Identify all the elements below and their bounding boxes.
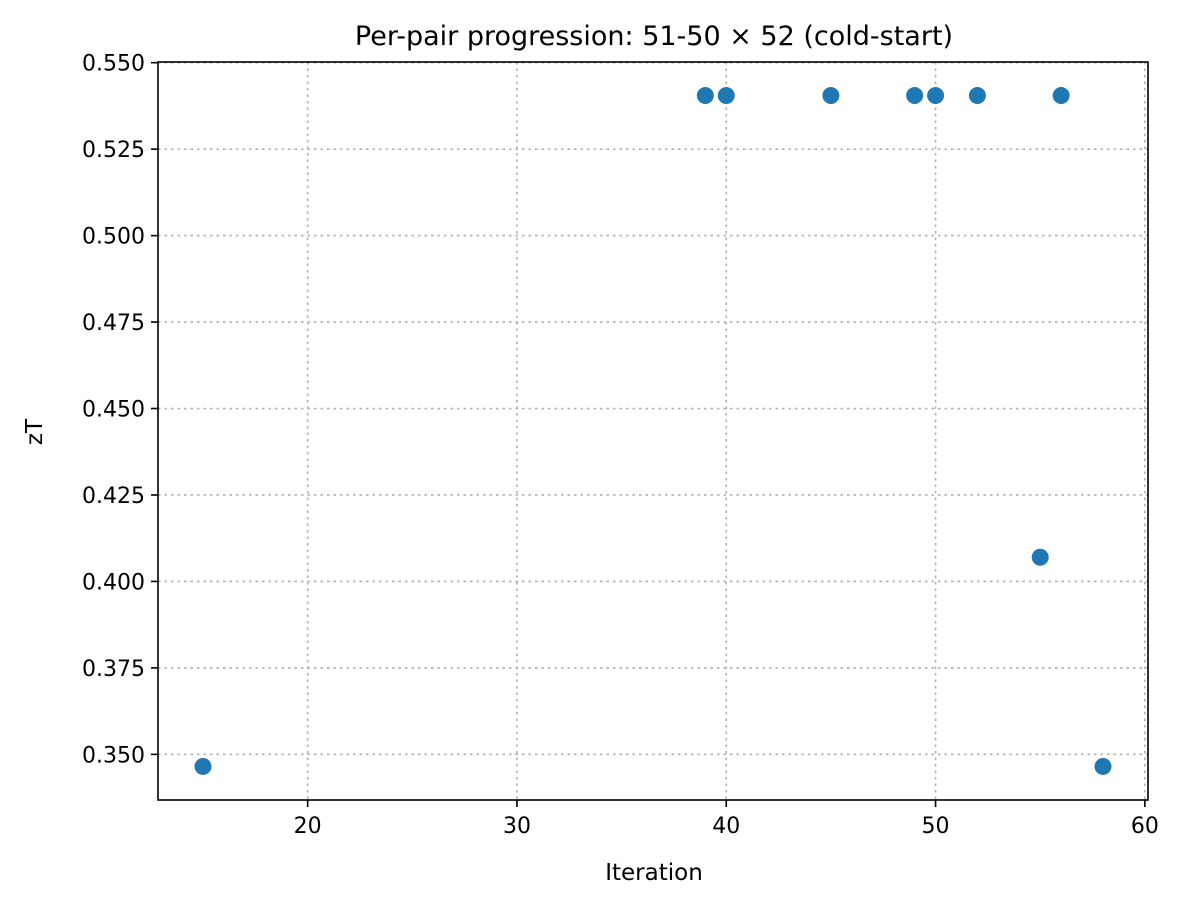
- y-tick-label: 0.525: [82, 138, 145, 163]
- data-point: [696, 87, 714, 105]
- y-tick-label: 0.450: [82, 398, 145, 423]
- data-point: [927, 87, 945, 105]
- y-axis-label: zT: [22, 418, 48, 445]
- x-tick-label: 30: [503, 814, 531, 839]
- x-axis-label: Iteration: [605, 860, 703, 886]
- data-point: [822, 87, 840, 105]
- y-tick-label: 0.350: [82, 743, 145, 768]
- y-tick-label: 0.375: [82, 657, 145, 682]
- data-point: [1094, 757, 1112, 775]
- y-tick-label: 0.475: [82, 311, 145, 336]
- x-tick-label: 60: [1131, 814, 1159, 839]
- plot-frame: [157, 61, 1149, 801]
- data-point: [1052, 87, 1070, 105]
- x-tick-label: 40: [712, 814, 740, 839]
- y-tick-label: 0.500: [82, 225, 145, 250]
- data-point: [194, 757, 212, 775]
- axis-ticks: 20 30 40 50 60 0.350 0.375 0.400 0.425 0.450 0.475…: [82, 52, 1159, 839]
- data-points: [194, 87, 1112, 775]
- data-point: [1031, 548, 1049, 566]
- chart-title: Per-pair progression: 51-50 × 52 (cold-s…: [355, 21, 953, 52]
- y-tick-label: 0.550: [82, 52, 145, 77]
- y-tick-label: 0.425: [82, 484, 145, 509]
- data-point: [717, 87, 735, 105]
- x-tick-label: 20: [294, 814, 322, 839]
- x-tick-label: 50: [922, 814, 950, 839]
- y-tick-label: 0.400: [82, 570, 145, 595]
- data-point: [968, 87, 986, 105]
- data-point: [906, 87, 924, 105]
